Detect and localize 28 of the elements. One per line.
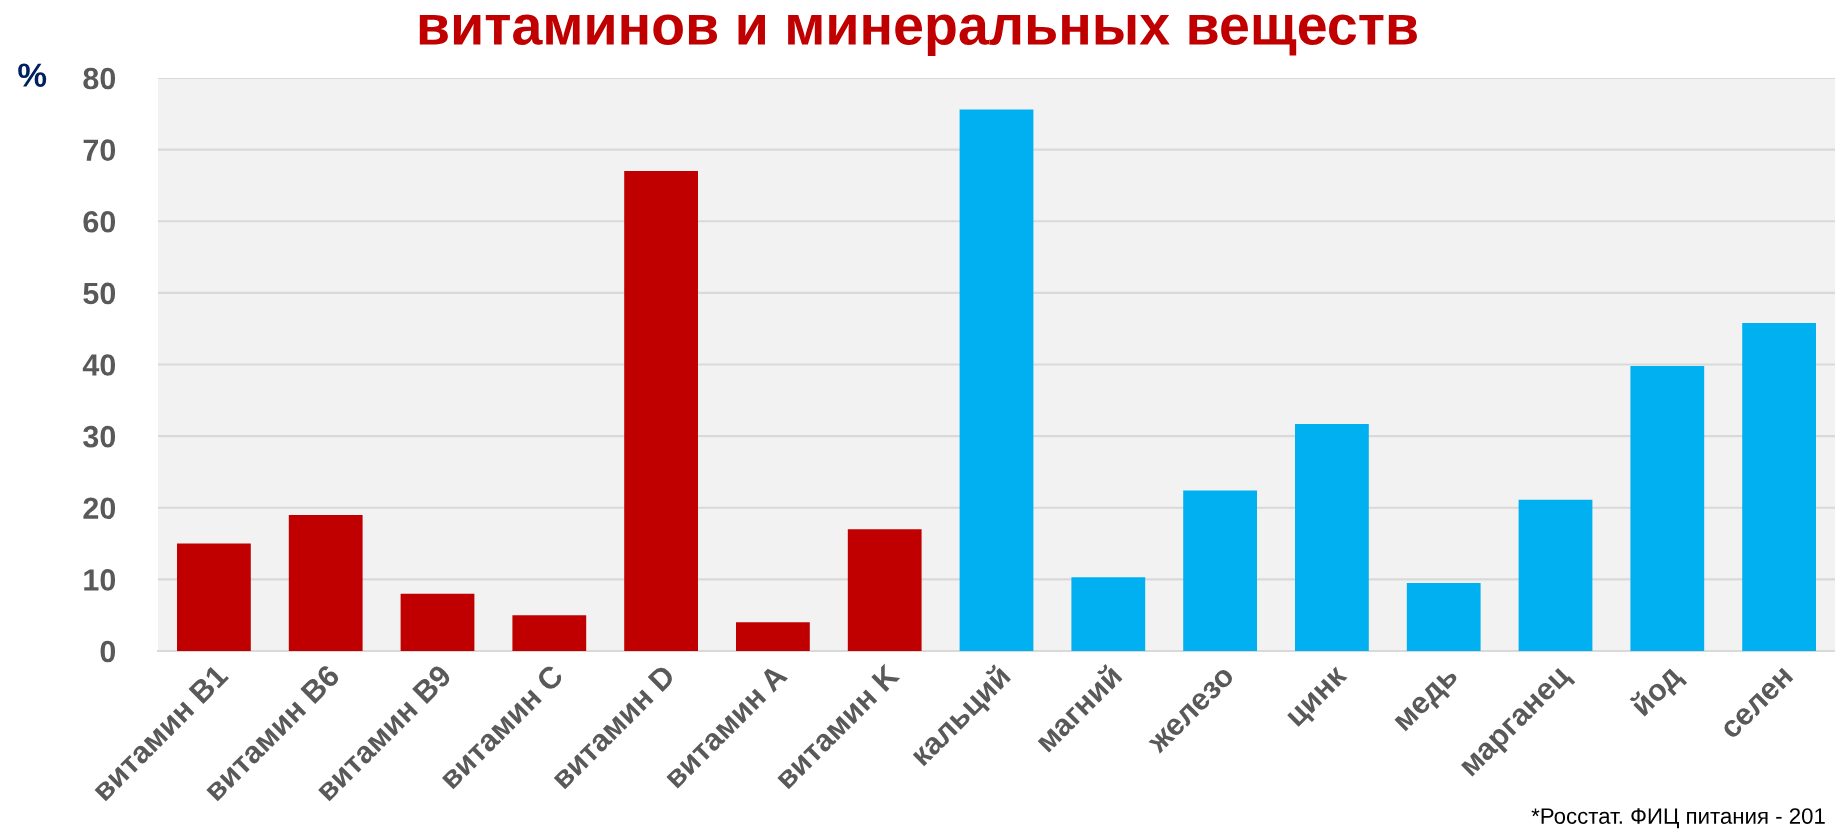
- bar: [177, 543, 251, 651]
- bar: [512, 615, 587, 651]
- bar: [1518, 499, 1593, 651]
- bar: [1183, 490, 1257, 651]
- x-tick-label: йод: [1628, 662, 1688, 721]
- y-tick-label: 40: [82, 354, 116, 376]
- y-tick-label: 20: [83, 497, 116, 520]
- bar: [847, 529, 922, 651]
- bar: [1406, 582, 1481, 651]
- bar: [624, 171, 698, 651]
- y-tick-label: 50: [83, 282, 116, 305]
- y-tick-label: 10: [84, 569, 116, 591]
- bar: [288, 514, 363, 651]
- y-tick-label: 0: [100, 640, 116, 663]
- bar: [1630, 365, 1705, 651]
- y-tick-label: 30: [83, 425, 116, 448]
- y-tick-label: 60: [83, 210, 116, 233]
- y-tick-label: 70: [83, 139, 116, 161]
- bar: [1071, 577, 1146, 651]
- bar: [959, 109, 1034, 651]
- bar: [736, 622, 810, 651]
- bar: [1742, 322, 1816, 651]
- chart-title: витаминов и минеральных веществ: [419, 14, 1417, 56]
- bar: [400, 593, 475, 651]
- y-tick-label: 80: [83, 67, 116, 90]
- text: *Росстат. ФИЦ питания - 201: [1531, 808, 1825, 829]
- y-axis-title: %: [18, 63, 47, 87]
- bar: [1295, 423, 1369, 651]
